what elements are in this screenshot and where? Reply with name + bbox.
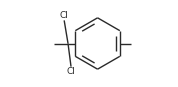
Text: Cl: Cl <box>67 68 75 76</box>
Text: Cl: Cl <box>60 11 69 19</box>
